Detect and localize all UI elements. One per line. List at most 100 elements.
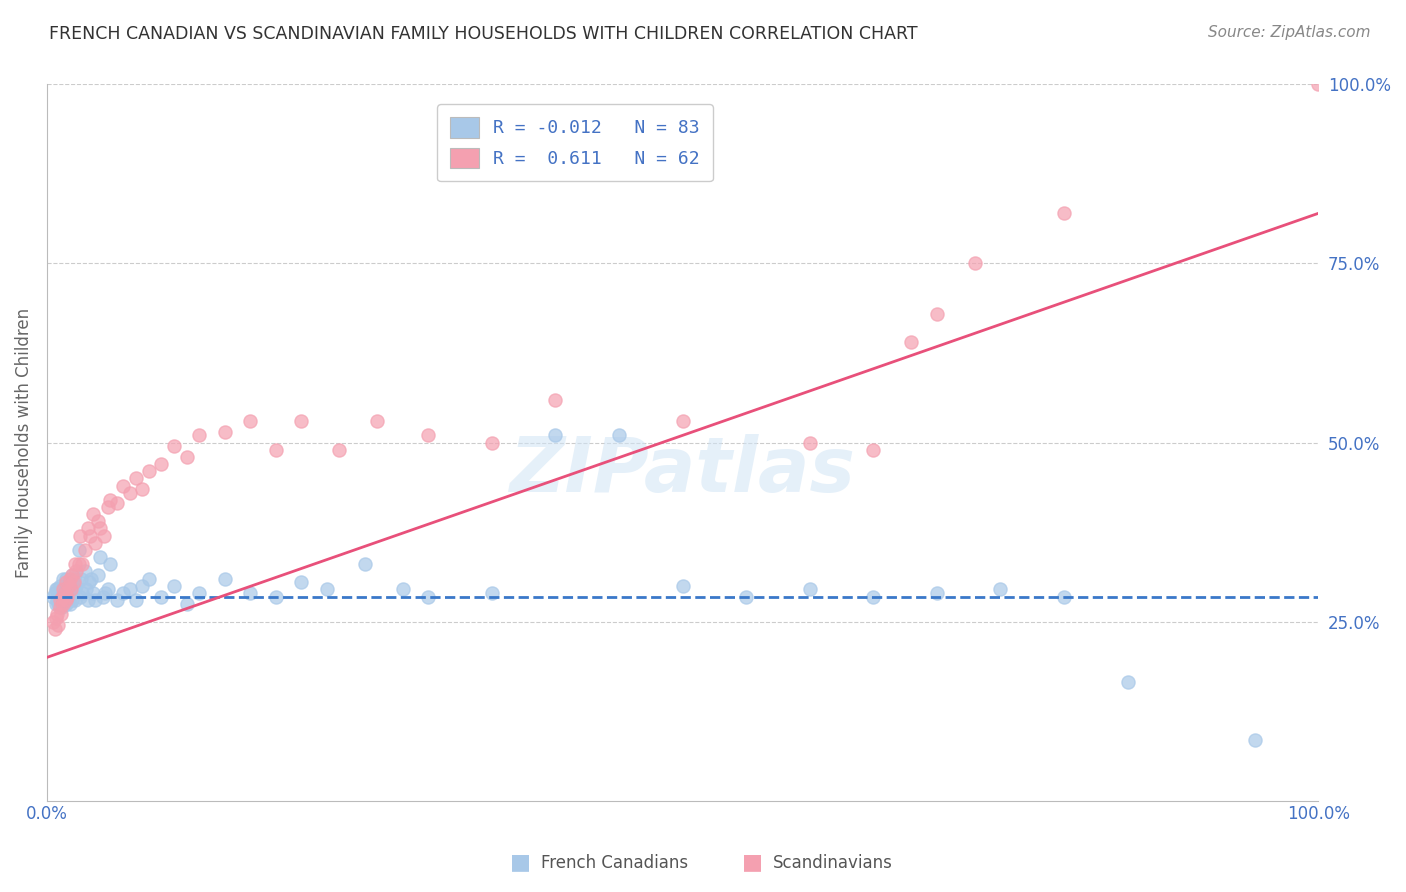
Point [176, 597, 198, 611]
Point [59, 597, 82, 611]
Point [1053, 206, 1076, 220]
Point [49, 597, 72, 611]
Point [59, 575, 82, 590]
Point [125, 471, 148, 485]
Point [58, 593, 80, 607]
Point [1053, 590, 1076, 604]
Point [52, 582, 75, 597]
Point [900, 335, 922, 350]
Point [418, 428, 440, 442]
Point [735, 590, 758, 604]
Point [118, 485, 141, 500]
Point [290, 575, 312, 590]
Point [131, 579, 153, 593]
Point [72, 586, 94, 600]
Point [315, 582, 337, 597]
Point [112, 586, 135, 600]
Point [48, 600, 70, 615]
Point [799, 435, 821, 450]
Point [44, 586, 66, 600]
Point [392, 582, 415, 597]
Text: Scandinavians: Scandinavians [773, 855, 893, 872]
Point [91, 590, 114, 604]
Point [55, 597, 77, 611]
Text: ■: ■ [510, 853, 530, 872]
Point [55, 572, 77, 586]
Point [62, 575, 84, 590]
Point [46, 597, 69, 611]
Point [46, 593, 69, 607]
Point [69, 590, 91, 604]
Point [1243, 732, 1265, 747]
Point [93, 528, 115, 542]
Point [862, 590, 884, 604]
Text: Source: ZipAtlas.com: Source: ZipAtlas.com [1208, 25, 1371, 40]
Point [544, 428, 567, 442]
Point [188, 586, 211, 600]
Point [56, 590, 79, 604]
Point [72, 558, 94, 572]
Point [799, 582, 821, 597]
Point [176, 450, 198, 464]
Point [42, 590, 65, 604]
Point [70, 572, 93, 586]
Point [48, 593, 70, 607]
Point [60, 568, 83, 582]
Point [45, 597, 67, 611]
Point [105, 593, 128, 607]
Point [82, 507, 104, 521]
Point [63, 593, 86, 607]
Point [51, 590, 73, 604]
Text: French Canadians: French Canadians [541, 855, 689, 872]
Point [328, 442, 350, 457]
Point [52, 572, 75, 586]
Point [89, 521, 111, 535]
Point [58, 579, 80, 593]
Point [52, 593, 75, 607]
Point [100, 492, 122, 507]
Point [138, 464, 160, 478]
Point [60, 568, 83, 582]
Point [51, 600, 73, 615]
Point [52, 582, 75, 597]
Point [55, 582, 77, 597]
Point [69, 528, 91, 542]
Point [290, 414, 312, 428]
Point [77, 575, 100, 590]
Point [65, 579, 87, 593]
Point [53, 586, 76, 600]
Point [48, 600, 70, 615]
Point [963, 256, 986, 270]
Point [264, 590, 287, 604]
Point [51, 590, 73, 604]
Point [366, 414, 388, 428]
Point [63, 558, 86, 572]
Point [67, 558, 90, 572]
Text: FRENCH CANADIAN VS SCANDINAVIAN FAMILY HOUSEHOLDS WITH CHILDREN CORRELATION CHAR: FRENCH CANADIAN VS SCANDINAVIAN FAMILY H… [49, 25, 918, 43]
Point [62, 582, 84, 597]
Point [138, 572, 160, 586]
Point [44, 622, 66, 636]
Point [97, 582, 120, 597]
Point [188, 428, 211, 442]
Point [60, 582, 83, 597]
Point [100, 558, 122, 572]
Y-axis label: Family Households with Children: Family Households with Children [15, 308, 32, 578]
Point [481, 586, 503, 600]
Point [925, 307, 948, 321]
Point [55, 575, 77, 590]
Point [239, 586, 262, 600]
Point [48, 579, 70, 593]
Point [87, 514, 110, 528]
Point [125, 593, 148, 607]
Point [73, 543, 96, 558]
Point [75, 582, 97, 597]
Point [63, 572, 86, 586]
Point [112, 478, 135, 492]
Point [59, 572, 82, 586]
Legend: R = -0.012   N = 83, R =  0.611   N = 62: R = -0.012 N = 83, R = 0.611 N = 62 [437, 104, 713, 181]
Point [990, 582, 1012, 597]
Point [89, 550, 111, 565]
Point [80, 572, 103, 586]
Point [56, 590, 79, 604]
